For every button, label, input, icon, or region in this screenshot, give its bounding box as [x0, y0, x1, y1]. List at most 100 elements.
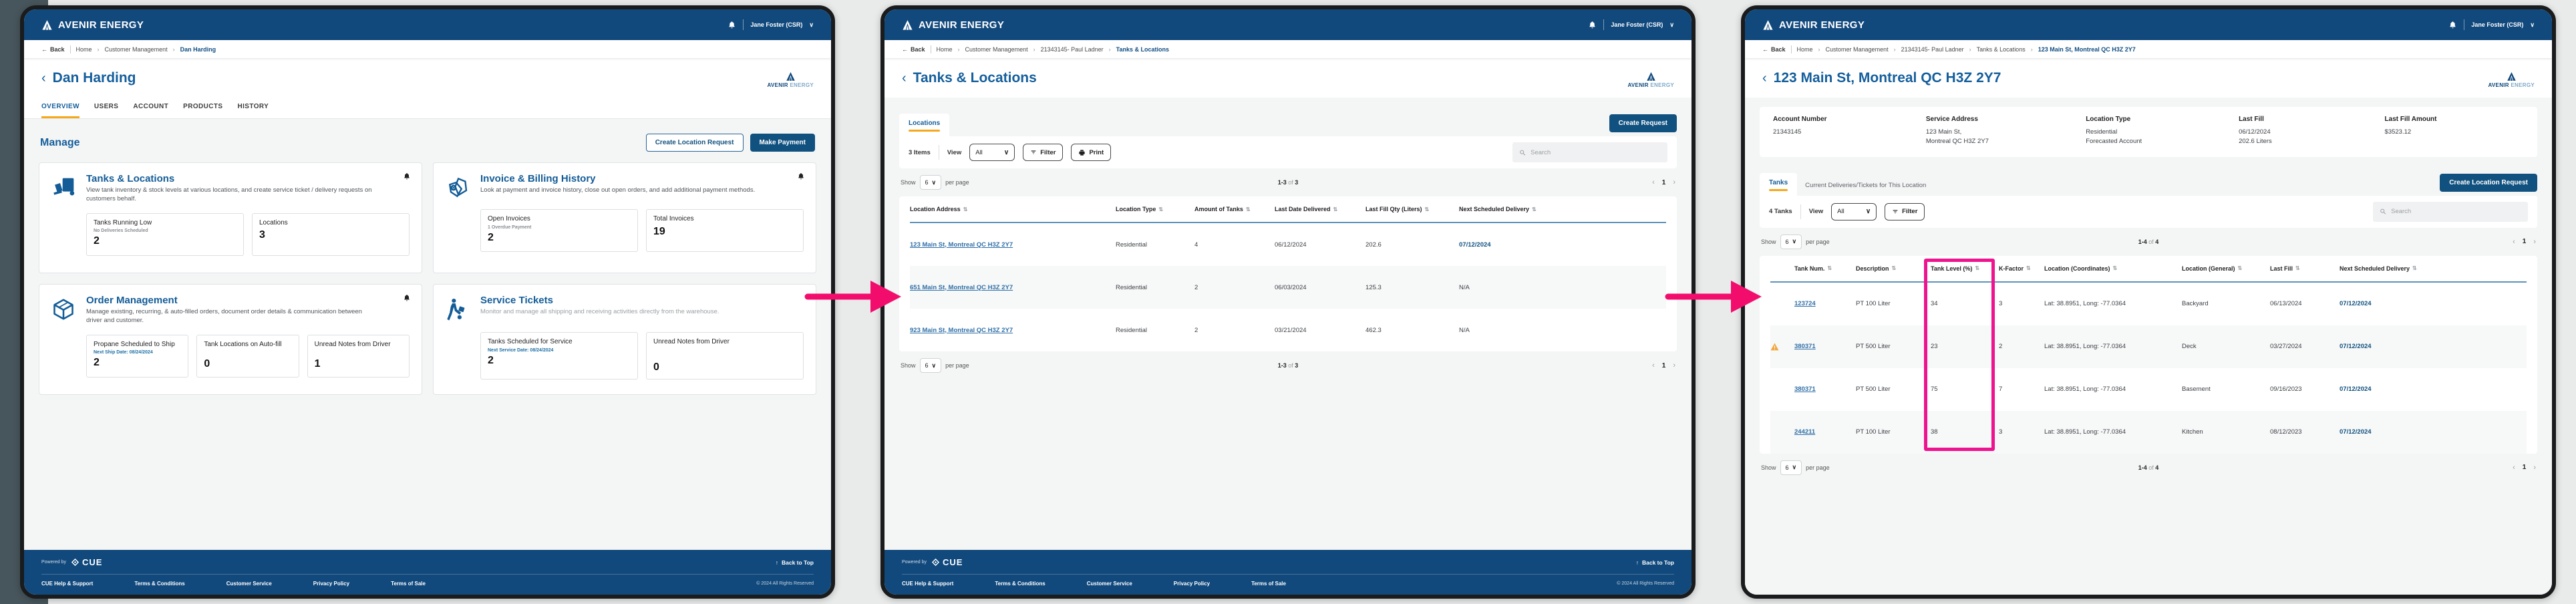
sort-icon[interactable]: ⇅ [1827, 265, 1832, 271]
next-page-icon[interactable]: › [2533, 463, 2536, 472]
page-number[interactable]: 1 [2522, 238, 2527, 245]
bell-icon[interactable] [2448, 21, 2457, 29]
footer-link-customer-service[interactable]: Customer Service [226, 581, 272, 587]
footer-link-privacy[interactable]: Privacy Policy [1173, 581, 1211, 587]
tab-account[interactable]: ACCOUNT [133, 103, 169, 110]
back-chevron-icon[interactable]: ‹ [41, 70, 46, 86]
make-payment-button[interactable]: Make Payment [750, 134, 815, 152]
page-size-select[interactable]: 6 ∨ [1780, 460, 1802, 475]
next-delivery-link[interactable]: 07/12/2024 [2340, 300, 2372, 307]
footer-link-terms[interactable]: Terms & Conditions [134, 581, 185, 587]
chevron-down-icon[interactable]: ∨ [1669, 21, 1674, 28]
chevron-down-icon[interactable]: ∨ [2530, 21, 2535, 28]
view-select[interactable]: All ∨ [1831, 202, 1877, 220]
tab-users[interactable]: USERS [94, 103, 119, 110]
breadcrumb-customer-management[interactable]: Customer Management [1825, 45, 1889, 53]
breadcrumb-tanks-locations[interactable]: Tanks & Locations [1976, 45, 2026, 53]
bell-icon[interactable] [403, 172, 411, 180]
breadcrumb-account[interactable]: 21343145- Paul Ladner [1901, 45, 1964, 53]
sort-icon[interactable]: ⇅ [2112, 265, 2118, 271]
back-chevron-icon[interactable]: ‹ [1762, 70, 1767, 86]
sort-icon[interactable]: ⇅ [963, 206, 968, 212]
footer-link-terms-sale[interactable]: Terms of Sale [391, 581, 426, 587]
sort-icon[interactable]: ⇅ [1532, 206, 1537, 212]
next-delivery-link[interactable]: 07/12/2024 [2340, 428, 2372, 436]
back-to-top-button[interactable]: ↑ Back to Top [775, 559, 814, 566]
prev-page-icon[interactable]: ‹ [1652, 178, 1655, 186]
sort-icon[interactable]: ⇅ [1424, 206, 1430, 212]
brand[interactable]: AVENIR ENERGY [1762, 19, 1865, 31]
prev-page-icon[interactable]: ‹ [2513, 237, 2515, 246]
next-page-icon[interactable]: › [1673, 361, 1675, 369]
footer-link-customer-service[interactable]: Customer Service [1086, 581, 1132, 587]
page-number[interactable]: 1 [2522, 464, 2527, 471]
chevron-down-icon[interactable]: ∨ [809, 21, 814, 28]
sort-icon[interactable]: ⇅ [1891, 265, 1897, 271]
footer-link-privacy[interactable]: Privacy Policy [313, 581, 350, 587]
create-location-request-button[interactable]: Create Location Request [2440, 173, 2537, 192]
sort-icon[interactable]: ⇅ [2026, 265, 2031, 271]
card-order-management[interactable]: Order Management Manage existing, recurr… [39, 284, 422, 395]
location-address-link[interactable]: 651 Main St, Montreal QC H3Z 2Y7 [910, 283, 1013, 291]
breadcrumb-customer-management[interactable]: Customer Management [965, 45, 1028, 53]
page-number[interactable]: 1 [1661, 361, 1666, 369]
location-address-link[interactable]: 923 Main St, Montreal QC H3Z 2Y7 [910, 326, 1013, 334]
bell-icon[interactable] [1588, 21, 1597, 29]
filter-button[interactable]: Filter [1023, 144, 1064, 161]
tab-note[interactable]: Current Deliveries/Tickets for This Loca… [1805, 181, 1927, 189]
next-page-icon[interactable]: › [1673, 178, 1675, 186]
sort-icon[interactable]: ⇅ [1158, 206, 1164, 212]
next-page-icon[interactable]: › [2533, 237, 2536, 246]
tank-number-link[interactable]: 123724 [1794, 300, 1816, 307]
user-menu[interactable]: Jane Foster (CSR) [2471, 21, 2524, 28]
sort-icon[interactable]: ⇅ [1975, 265, 1980, 271]
page-number[interactable]: 1 [1661, 178, 1666, 186]
back-button[interactable]: ← Back [41, 45, 65, 53]
search-input[interactable] [1531, 148, 1661, 156]
search-input[interactable] [2391, 208, 2521, 215]
brand[interactable]: AVENIR ENERGY [41, 19, 144, 31]
bell-icon[interactable] [797, 172, 805, 180]
sort-icon[interactable]: ⇅ [2237, 265, 2243, 271]
location-address-link[interactable]: 123 Main St, Montreal QC H3Z 2Y7 [910, 241, 1013, 249]
card-title[interactable]: Tanks & Locations [86, 173, 175, 184]
back-button[interactable]: ← Back [1762, 45, 1786, 53]
sort-icon[interactable]: ⇅ [1333, 206, 1338, 212]
user-menu[interactable]: Jane Foster (CSR) [1611, 21, 1663, 28]
footer-link-help[interactable]: CUE Help & Support [902, 581, 954, 587]
sort-icon[interactable]: ⇅ [2412, 265, 2417, 271]
view-select[interactable]: All ∨ [969, 144, 1015, 161]
create-request-button[interactable]: Create Request [1609, 114, 1677, 132]
tab-overview[interactable]: OVERVIEW [41, 98, 79, 118]
filter-button[interactable]: Filter [1885, 202, 1925, 220]
tab-locations[interactable]: Locations [899, 114, 950, 136]
next-delivery-link[interactable]: 07/12/2024 [2340, 343, 2372, 350]
tab-tanks[interactable]: Tanks [1760, 172, 1798, 196]
footer-link-terms-sale[interactable]: Terms of Sale [1251, 581, 1286, 587]
footer-link-terms[interactable]: Terms & Conditions [995, 581, 1045, 587]
back-button[interactable]: ← Back [902, 45, 925, 53]
card-tanks-locations[interactable]: Tanks & Locations View tank inventory & … [39, 162, 422, 273]
page-size-select[interactable]: 6 ∨ [1780, 234, 1802, 249]
tank-number-link[interactable]: 244211 [1794, 428, 1816, 436]
sort-icon[interactable]: ⇅ [2295, 265, 2300, 271]
page-size-select[interactable]: 6 ∨ [919, 175, 942, 190]
sort-icon[interactable]: ⇅ [1245, 206, 1251, 212]
card-service-tickets[interactable]: Service Tickets Monitor and manage all s… [433, 284, 816, 395]
breadcrumb-customer-management[interactable]: Customer Management [104, 45, 168, 53]
bell-icon[interactable] [728, 21, 736, 29]
back-to-top-button[interactable]: ↑ Back to Top [1635, 559, 1674, 566]
tank-number-link[interactable]: 380371 [1794, 386, 1816, 393]
prev-page-icon[interactable]: ‹ [1652, 361, 1655, 369]
tank-number-link[interactable]: 380371 [1794, 343, 1816, 350]
print-button[interactable]: Print [1071, 144, 1112, 161]
card-title[interactable]: Service Tickets [480, 295, 553, 306]
breadcrumb-home[interactable]: Home [1796, 45, 1813, 53]
page-size-select[interactable]: 6 ∨ [919, 358, 942, 373]
footer-link-help[interactable]: CUE Help & Support [41, 581, 94, 587]
bell-icon[interactable] [403, 294, 411, 302]
card-title[interactable]: Order Management [86, 295, 178, 306]
create-location-request-button[interactable]: Create Location Request [645, 134, 744, 152]
breadcrumb-home[interactable]: Home [936, 45, 953, 53]
next-delivery-link[interactable]: 07/12/2024 [2340, 386, 2372, 393]
